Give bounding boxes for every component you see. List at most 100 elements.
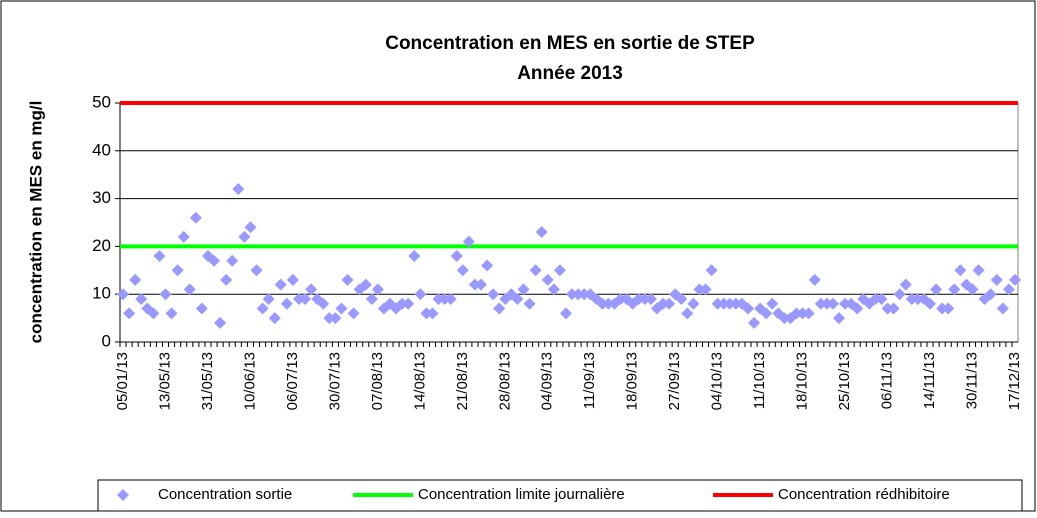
point <box>487 288 500 301</box>
point <box>887 302 900 315</box>
x-tick-label: 28/08/13 <box>496 352 513 410</box>
plot-area <box>119 102 1019 343</box>
point <box>1002 283 1015 296</box>
point <box>839 297 852 310</box>
point <box>578 288 591 301</box>
point <box>705 264 718 277</box>
point <box>869 292 882 305</box>
point <box>741 302 754 315</box>
x-tick-label: 14/11/13 <box>921 352 938 409</box>
legend-box <box>97 479 1023 512</box>
point <box>305 283 318 296</box>
point <box>426 307 439 320</box>
point <box>729 297 742 310</box>
point <box>432 292 445 305</box>
x-tick-label: 05/01/13 <box>114 352 131 410</box>
x-tick-label: 11/09/13 <box>581 352 598 409</box>
point <box>523 297 536 310</box>
x-tick-label: 06/11/13 <box>879 352 896 409</box>
point <box>135 292 148 305</box>
point <box>159 288 172 301</box>
point <box>256 302 269 315</box>
point <box>663 297 676 310</box>
point <box>323 312 336 325</box>
y-tick-label: 30 <box>92 188 111 207</box>
point <box>905 292 918 305</box>
point <box>996 302 1009 315</box>
point <box>924 297 937 310</box>
point <box>766 297 779 310</box>
point <box>165 307 178 320</box>
chart-subtitle: Année 2013 <box>517 63 623 84</box>
legend-label: Concentration sortie <box>158 486 292 503</box>
point <box>535 226 548 239</box>
point <box>572 288 585 301</box>
x-tick-label: 18/09/13 <box>624 352 641 410</box>
point <box>244 221 257 234</box>
point <box>359 278 372 291</box>
point <box>450 249 463 262</box>
point <box>177 230 190 243</box>
point <box>760 307 773 320</box>
point <box>790 307 803 320</box>
point <box>189 211 202 224</box>
point <box>990 273 1003 286</box>
point <box>723 297 736 310</box>
point <box>541 273 554 286</box>
x-tick-label: 13/05/13 <box>156 352 173 410</box>
point <box>117 288 130 301</box>
point <box>796 307 809 320</box>
point <box>420 307 433 320</box>
point <box>226 254 239 267</box>
point <box>365 292 378 305</box>
point <box>547 283 560 296</box>
x-tick-label: 10/06/13 <box>241 352 258 410</box>
point <box>123 307 136 320</box>
point <box>129 273 142 286</box>
point <box>942 302 955 315</box>
y-tick-label: 40 <box>92 140 111 159</box>
point <box>699 283 712 296</box>
point <box>214 316 227 329</box>
point <box>329 312 342 325</box>
point <box>444 292 457 305</box>
point <box>553 264 566 277</box>
point <box>711 297 724 310</box>
point <box>820 297 833 310</box>
point <box>147 307 160 320</box>
point <box>232 183 245 196</box>
point <box>675 292 688 305</box>
x-tick-label: 06/07/13 <box>284 352 301 410</box>
point <box>881 302 894 315</box>
point <box>517 283 530 296</box>
x-tick-label: 04/09/13 <box>539 352 556 410</box>
point <box>826 297 839 310</box>
point <box>274 278 287 291</box>
point <box>875 292 888 305</box>
legend-label: Concentration rédhibitoire <box>778 486 950 503</box>
point <box>493 302 506 315</box>
x-tick-label: 25/10/13 <box>836 352 853 410</box>
point <box>559 307 572 320</box>
point <box>778 312 791 325</box>
point <box>566 288 579 301</box>
point <box>681 307 694 320</box>
point <box>371 283 384 296</box>
point <box>414 288 427 301</box>
point <box>644 292 657 305</box>
point <box>468 278 481 291</box>
x-tick-label: 30/07/13 <box>326 352 343 410</box>
point <box>481 259 494 272</box>
x-tick-label: 14/08/13 <box>411 352 428 410</box>
point <box>347 307 360 320</box>
point <box>220 273 233 286</box>
y-tick-label: 0 <box>102 331 111 350</box>
point <box>456 264 469 277</box>
point <box>299 292 312 305</box>
x-tick-label: 31/05/13 <box>199 352 216 410</box>
x-tick-label: 04/10/13 <box>709 352 726 410</box>
point <box>687 297 700 310</box>
point <box>802 307 815 320</box>
x-tick-label: 17/12/13 <box>1006 352 1023 410</box>
